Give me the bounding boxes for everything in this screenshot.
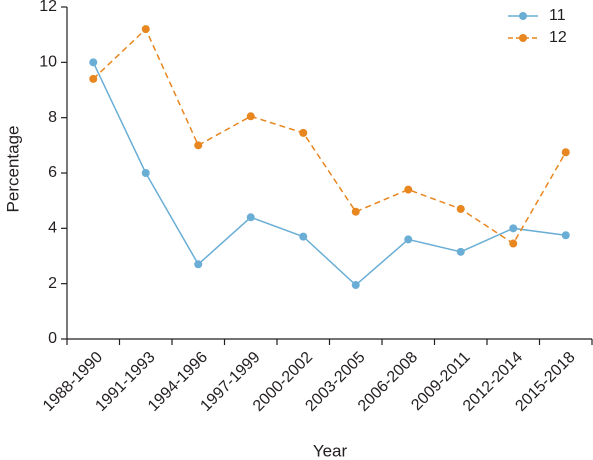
series-11 xyxy=(89,58,570,290)
series-line-12 xyxy=(92,27,567,245)
y-tick-label: 8 xyxy=(48,109,57,126)
series-layer xyxy=(89,25,570,290)
data-point-12 xyxy=(89,74,98,83)
legend-marker-12 xyxy=(519,34,527,42)
data-point-11 xyxy=(509,224,518,233)
y-tick-label: 6 xyxy=(48,164,57,181)
series-12 xyxy=(89,25,570,248)
data-point-11 xyxy=(404,235,413,244)
data-point-12 xyxy=(141,25,150,34)
data-point-12 xyxy=(404,185,413,194)
data-point-11 xyxy=(141,169,150,177)
data-point-12 xyxy=(456,204,465,213)
x-axis-ticks: 1988-19901991-19931994-19961997-19992000… xyxy=(40,339,593,415)
data-point-11 xyxy=(89,58,98,67)
y-tick-label: 4 xyxy=(48,220,57,237)
data-point-11 xyxy=(456,247,465,256)
y-axis-title: Percentage xyxy=(3,126,22,213)
y-tick-label: 2 xyxy=(48,275,57,292)
series-line-11 xyxy=(92,62,566,287)
data-point-12 xyxy=(561,148,570,157)
y-tick-label: 10 xyxy=(39,54,57,71)
legend-label-12: 12 xyxy=(549,29,567,46)
data-point-12 xyxy=(299,128,308,137)
y-tick-label: 12 xyxy=(39,0,57,15)
legend-marker-11 xyxy=(519,12,527,20)
x-axis-title: Year xyxy=(313,441,348,460)
data-point-11 xyxy=(351,281,360,290)
y-tick-label: 0 xyxy=(48,330,57,347)
data-point-11 xyxy=(246,213,255,222)
data-point-12 xyxy=(194,141,203,150)
data-point-11 xyxy=(561,231,570,240)
data-point-11 xyxy=(194,260,203,269)
data-point-12 xyxy=(509,239,518,248)
y-axis-ticks: 0 2 4 6 8 10 12 xyxy=(39,0,67,347)
legend-label-11: 11 xyxy=(549,7,566,24)
data-point-11 xyxy=(299,232,308,241)
data-point-12 xyxy=(351,207,360,216)
data-point-12 xyxy=(246,112,255,121)
